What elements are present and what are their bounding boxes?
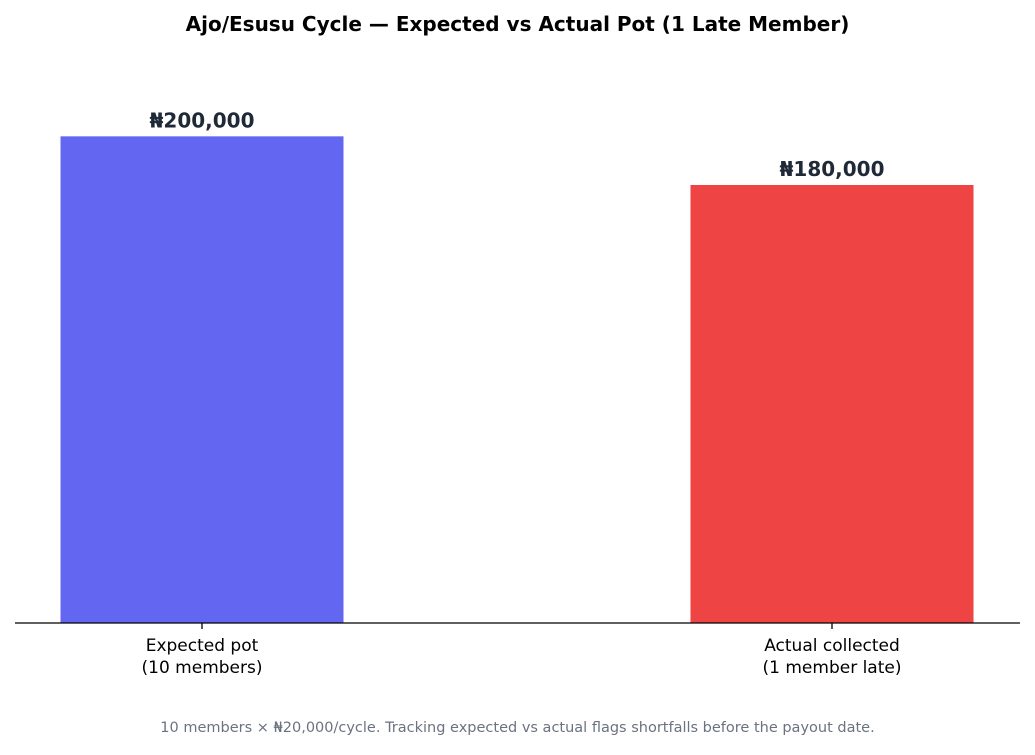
bar <box>690 185 974 623</box>
footnote: 10 members × ₦20,000/cycle. Tracking exp… <box>160 720 875 736</box>
x-tick-label: Expected pot (10 members) <box>141 636 263 678</box>
bar <box>60 136 344 624</box>
value-label: ₦200,000 <box>149 108 254 132</box>
x-tick-label: Actual collected (1 member late) <box>762 636 902 678</box>
chart-title: Ajo/Esusu Cycle — Expected vs Actual Pot… <box>185 12 850 36</box>
value-label: ₦180,000 <box>779 157 884 181</box>
